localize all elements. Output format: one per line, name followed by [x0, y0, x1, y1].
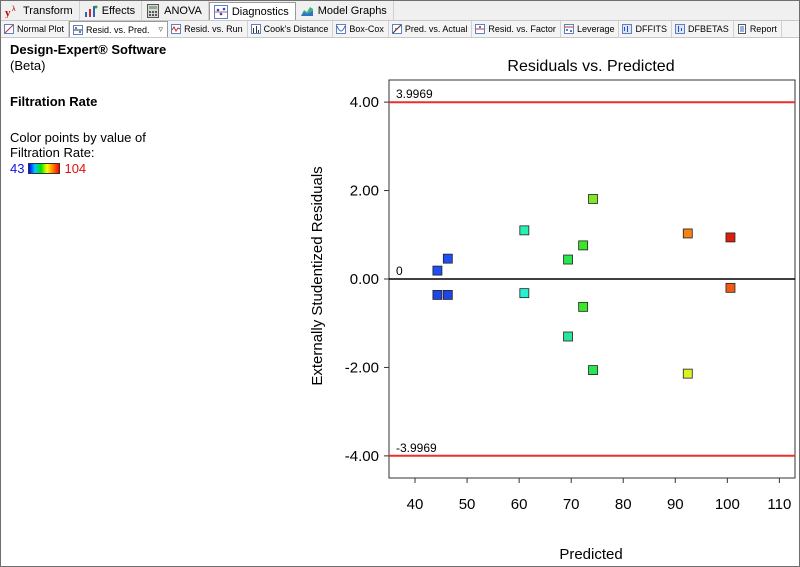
subtab-label: DFBETAS	[687, 24, 729, 34]
y-tick-label: 4.00	[350, 94, 379, 111]
svg-text:λ: λ	[12, 6, 16, 13]
subtab-report[interactable]: Report	[734, 21, 782, 37]
diagnostics-icon	[213, 4, 228, 19]
leverage-icon	[563, 24, 574, 34]
reference-line-label: 3.9969	[396, 87, 433, 101]
tab-label: Model Graphs	[317, 4, 387, 17]
resid-pred-icon	[73, 24, 84, 35]
tab-effects[interactable]: Effects	[80, 1, 143, 20]
software-edition: (Beta)	[10, 58, 46, 73]
svg-text:y: y	[5, 7, 11, 18]
subtab-label: Resid. vs. Run	[184, 24, 243, 34]
subtab-dfbetas[interactable]: DFBETAS	[672, 21, 734, 37]
model-graphs-icon	[300, 4, 314, 18]
chevron-down-icon[interactable]: ▿	[158, 24, 164, 34]
subtab-dffits[interactable]: DFFITS	[619, 21, 672, 37]
resid-run-icon	[171, 24, 182, 34]
effects-icon	[84, 4, 98, 18]
subtab-box-cox[interactable]: Box-Cox	[333, 21, 389, 37]
subtab-resid-vs-pred[interactable]: Resid. vs. Pred. ▿	[69, 21, 169, 37]
x-tick-label: 70	[563, 496, 580, 513]
subtab-label: Leverage	[576, 24, 615, 34]
x-tick-label: 90	[667, 496, 684, 513]
subtab-label: Resid. vs. Pred.	[86, 24, 150, 35]
data-point[interactable]	[432, 265, 443, 276]
x-tick-label: 100	[715, 496, 740, 513]
data-point[interactable]	[519, 225, 530, 236]
reference-line-label: -3.9969	[396, 441, 437, 455]
color-gradient-bar	[28, 163, 61, 174]
subtab-label: Resid. vs. Factor	[488, 24, 556, 34]
x-tick-label: 40	[407, 496, 424, 513]
subtab-label: Cook's Distance	[263, 24, 329, 34]
data-point[interactable]	[588, 365, 598, 375]
resid-factor-icon	[475, 24, 486, 34]
x-tick-label: 110	[767, 496, 791, 513]
tab-label: Effects	[101, 4, 136, 17]
subtab-label: Pred. vs. Actual	[404, 24, 468, 34]
x-tick-label: 50	[459, 496, 476, 513]
subtab-pred-vs-actual[interactable]: Pred. vs. Actual	[389, 21, 473, 37]
response-name: Filtration Rate	[10, 94, 98, 109]
x-axis-label: Predicted	[559, 546, 622, 563]
chart-title: Residuals vs. Predicted	[507, 58, 674, 75]
color-legend: 43 104	[10, 161, 240, 176]
y-axis-label: Externally Studentized Residuals	[309, 166, 326, 385]
data-point[interactable]	[682, 228, 693, 239]
normal-plot-icon	[4, 24, 14, 34]
graph-info-panel: Design-Expert® Software (Beta) Filtratio…	[10, 42, 240, 176]
subtab-leverage[interactable]: Leverage	[561, 21, 620, 37]
x-tick-label: 60	[511, 496, 528, 513]
tab-diagnostics[interactable]: Diagnostics	[208, 2, 296, 20]
data-point[interactable]	[725, 282, 736, 293]
data-point[interactable]	[588, 194, 598, 204]
tab-model-graphs[interactable]: Model Graphs	[296, 1, 394, 20]
data-point[interactable]	[563, 254, 573, 265]
calculator-icon	[146, 3, 160, 18]
dfbetas-icon	[674, 24, 685, 34]
tab-label: Diagnostics	[231, 5, 289, 18]
diagnostics-subtoolbar: Normal Plot Resid. vs. Pred. ▿ Resid. vs…	[1, 21, 799, 38]
color-by-label: Color points by value of Filtration Rate…	[10, 130, 146, 160]
subtab-label: Report	[749, 24, 777, 34]
data-point[interactable]	[432, 290, 443, 300]
y-tick-label: -4.00	[345, 448, 379, 465]
color-max-value: 104	[64, 161, 87, 176]
data-point[interactable]	[682, 368, 693, 379]
software-name: Design-Expert® Software	[10, 42, 167, 57]
pred-actual-icon	[391, 24, 402, 34]
subtab-label: Normal Plot	[17, 24, 65, 34]
report-icon	[737, 24, 747, 34]
tab-anova[interactable]: ANOVA	[142, 1, 209, 20]
y-tick-label: 0.00	[350, 271, 379, 288]
data-point[interactable]	[442, 290, 453, 300]
tab-label: Transform	[23, 4, 73, 17]
subtab-resid-vs-factor[interactable]: Resid. vs. Factor	[472, 21, 561, 37]
subtab-normal-plot[interactable]: Normal Plot	[1, 21, 70, 37]
y-tick-label: -2.00	[345, 359, 379, 376]
subtab-cooks-distance[interactable]: Cook's Distance	[248, 21, 334, 37]
data-point[interactable]	[563, 331, 573, 342]
data-point[interactable]	[725, 232, 736, 243]
y-tick-label: 2.00	[350, 183, 379, 200]
x-tick-label: 80	[615, 496, 632, 513]
data-point[interactable]	[578, 240, 589, 251]
data-point[interactable]	[442, 253, 453, 264]
box-cox-icon	[336, 24, 347, 34]
data-point[interactable]	[519, 288, 530, 299]
cooks-distance-icon	[250, 24, 261, 34]
subtab-resid-vs-run[interactable]: Resid. vs. Run	[168, 21, 248, 37]
subtab-label: DFFITS	[635, 24, 667, 34]
subtab-label: Box-Cox	[349, 24, 384, 34]
data-point[interactable]	[578, 301, 589, 312]
color-min-value: 43	[10, 161, 25, 176]
tab-label: ANOVA	[164, 4, 202, 17]
dffits-icon	[622, 24, 633, 34]
reference-line-label: 0	[396, 264, 403, 278]
